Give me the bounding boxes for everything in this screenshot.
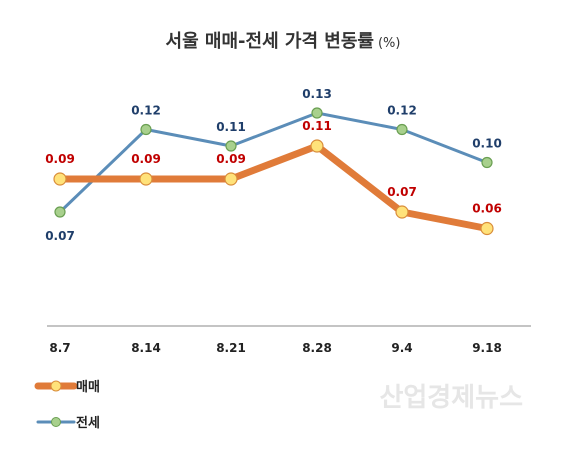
data-label-전세-3: 0.13 [302,87,332,101]
data-label-매매-1: 0.09 [131,152,161,166]
data-label-매매-5: 0.06 [472,202,502,216]
chart-title: 서울 매매-전세 가격 변동률 (%) [166,31,401,52]
data-label-전세-0: 0.07 [45,229,75,243]
data-label-매매-0: 0.09 [45,152,75,166]
x-tick-label-4: 9.4 [391,341,412,355]
legend-label-전세: 전세 [76,415,100,431]
data-label-매매-3: 0.11 [302,119,332,133]
legend-marker-매매 [50,380,62,392]
x-tick-label-0: 8.7 [49,341,70,355]
data-point-전세-1 [140,123,152,136]
series-layer: 0.09 0.09 0.09 0.11 0.07 0.06 0.07 0.12 0.11 0.13… [45,87,502,243]
data-point-매매-2 [224,172,238,186]
data-label-전세-2: 0.11 [216,120,246,134]
series-line-전세 [58,111,489,214]
data-point-매매-3 [310,139,324,153]
chart-title-main: 서울 매매-전세 가격 변동률 [166,31,374,52]
data-point-전세-3 [311,107,323,119]
data-point-전세-2 [225,140,237,152]
data-point-전세-5 [481,156,493,169]
x-tick-label-3: 8.28 [302,341,332,355]
data-point-매매-5 [480,221,494,236]
x-tick-label-1: 8.14 [131,341,161,355]
data-point-매매-0 [53,172,67,186]
x-axis-ticks: 8.7 8.14 8.21 8.28 9.4 9.18 [49,341,501,355]
series-line-매매 [56,142,491,232]
legend-marker-전세 [51,417,61,427]
data-label-매매-2: 0.09 [216,152,246,166]
data-label-전세-5: 0.10 [472,137,502,151]
x-tick-label-5: 9.18 [472,341,502,355]
data-point-전세-4 [396,123,408,136]
data-point-전세-0 [54,206,66,218]
chart-title-unit: (%) [378,36,401,51]
watermark: 산업경제뉴스 [379,383,523,413]
x-tick-label-2: 8.21 [216,341,246,355]
data-label-전세-4: 0.12 [387,104,417,118]
data-point-매매-1 [139,172,153,186]
data-label-전세-1: 0.12 [131,104,161,118]
data-point-매매-4 [395,205,409,219]
data-label-매매-4: 0.07 [387,185,417,199]
legend-label-매매: 매매 [76,380,100,395]
